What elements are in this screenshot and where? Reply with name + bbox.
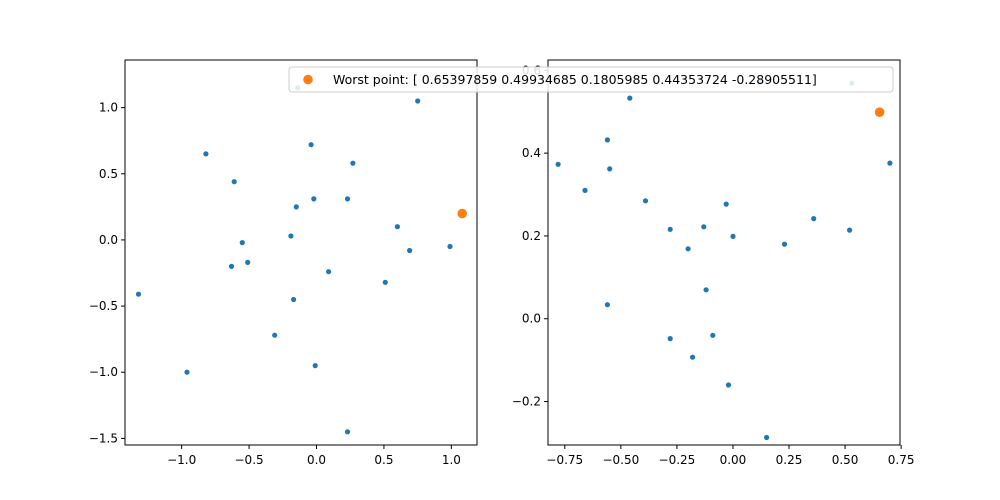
x-tick-label: 0.25 xyxy=(776,453,803,467)
data-point xyxy=(701,224,707,230)
x-tick-label: −0.25 xyxy=(659,453,696,467)
data-point xyxy=(847,227,853,233)
data-point xyxy=(308,142,314,148)
y-tick-label: 0.2 xyxy=(522,229,541,243)
legend-box xyxy=(288,66,894,93)
data-point xyxy=(344,429,351,435)
data-point xyxy=(311,196,317,202)
data-point xyxy=(642,198,649,204)
x-tick-label: 0.0 xyxy=(307,453,326,467)
data-point xyxy=(582,187,588,193)
left-scatter-plot: −1.0 −0.5 0.0 0.5 1.0 −1.5 −1.0 −0.5 0.0 0.5 1.0 xyxy=(89,59,478,467)
x-tick-label: 0.5 xyxy=(374,453,393,467)
data-point xyxy=(184,369,190,375)
data-point xyxy=(690,354,696,360)
x-tick-label: −0.75 xyxy=(546,453,583,467)
data-point xyxy=(781,241,788,247)
y-tick-label: −1.0 xyxy=(89,365,118,379)
y-tick-label: 1.0 xyxy=(99,101,118,115)
data-point xyxy=(291,296,297,303)
y-tick-label: 0.0 xyxy=(99,233,118,247)
data-point xyxy=(350,160,356,166)
x-tick-label: −0.50 xyxy=(602,453,639,467)
legend-label-worst: Worst point: [ 0.65397859 0.49934685 0.1… xyxy=(333,72,817,87)
x-tick-label: 0.75 xyxy=(888,453,915,467)
data-point xyxy=(447,243,453,250)
data-point xyxy=(344,196,351,202)
worst-point xyxy=(457,208,468,219)
legend: Worst point: [ 0.65397859 0.49934685 0.1… xyxy=(288,66,894,93)
data-point xyxy=(239,240,245,246)
data-point xyxy=(382,279,388,285)
data-point xyxy=(288,233,294,239)
data-point xyxy=(887,160,893,166)
x-tick-label: 0.50 xyxy=(832,453,859,467)
data-point xyxy=(627,95,633,101)
y-tick-label: 0.0 xyxy=(522,312,541,326)
data-point xyxy=(407,247,413,254)
data-point xyxy=(730,233,736,239)
y-tick-label: −1.5 xyxy=(89,431,118,445)
data-point xyxy=(135,291,142,297)
y-tick-label: 0.4 xyxy=(522,146,541,160)
x-tick-label: 1.0 xyxy=(442,453,461,467)
y-tick-label: −0.2 xyxy=(512,395,541,409)
x-tick-label: −1.0 xyxy=(167,453,196,467)
data-point xyxy=(685,246,691,252)
data-point xyxy=(231,179,237,185)
right-scatter-plot: −0.75 −0.50 −0.25 0.00 0.25 0.50 0.75 −0.2 0.0 0.… xyxy=(512,59,915,467)
data-point xyxy=(607,166,613,172)
data-point xyxy=(723,201,729,207)
data-point xyxy=(203,151,209,157)
x-tick-label: −0.5 xyxy=(235,453,264,467)
data-point xyxy=(667,226,673,232)
data-point xyxy=(312,363,318,369)
axes-frame xyxy=(547,59,901,446)
data-point xyxy=(604,302,611,308)
x-tick-label: 0.00 xyxy=(720,453,747,467)
data-point xyxy=(245,259,251,265)
data-point xyxy=(667,336,673,342)
data-point xyxy=(415,98,421,104)
data-point xyxy=(293,204,299,210)
axes-frame xyxy=(124,59,478,446)
y-tick-label: −0.5 xyxy=(89,299,118,313)
y-tick-label: 0.5 xyxy=(99,167,118,181)
data-point xyxy=(326,269,332,275)
data-point xyxy=(272,332,278,338)
worst-point xyxy=(874,107,885,117)
data-point xyxy=(710,332,716,338)
data-point xyxy=(394,224,400,230)
data-point xyxy=(604,137,611,143)
data-point xyxy=(764,434,770,441)
data-point xyxy=(228,263,235,269)
data-point xyxy=(725,382,732,388)
data-point xyxy=(811,216,817,222)
legend-marker-worst xyxy=(303,74,313,85)
data-point xyxy=(555,161,561,167)
data-point xyxy=(703,287,709,293)
